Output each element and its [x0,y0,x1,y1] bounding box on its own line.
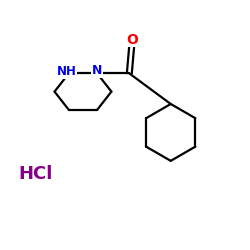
Text: N: N [92,64,102,77]
Text: HCl: HCl [19,166,53,184]
Text: NH: NH [57,65,77,78]
Text: O: O [126,32,138,46]
